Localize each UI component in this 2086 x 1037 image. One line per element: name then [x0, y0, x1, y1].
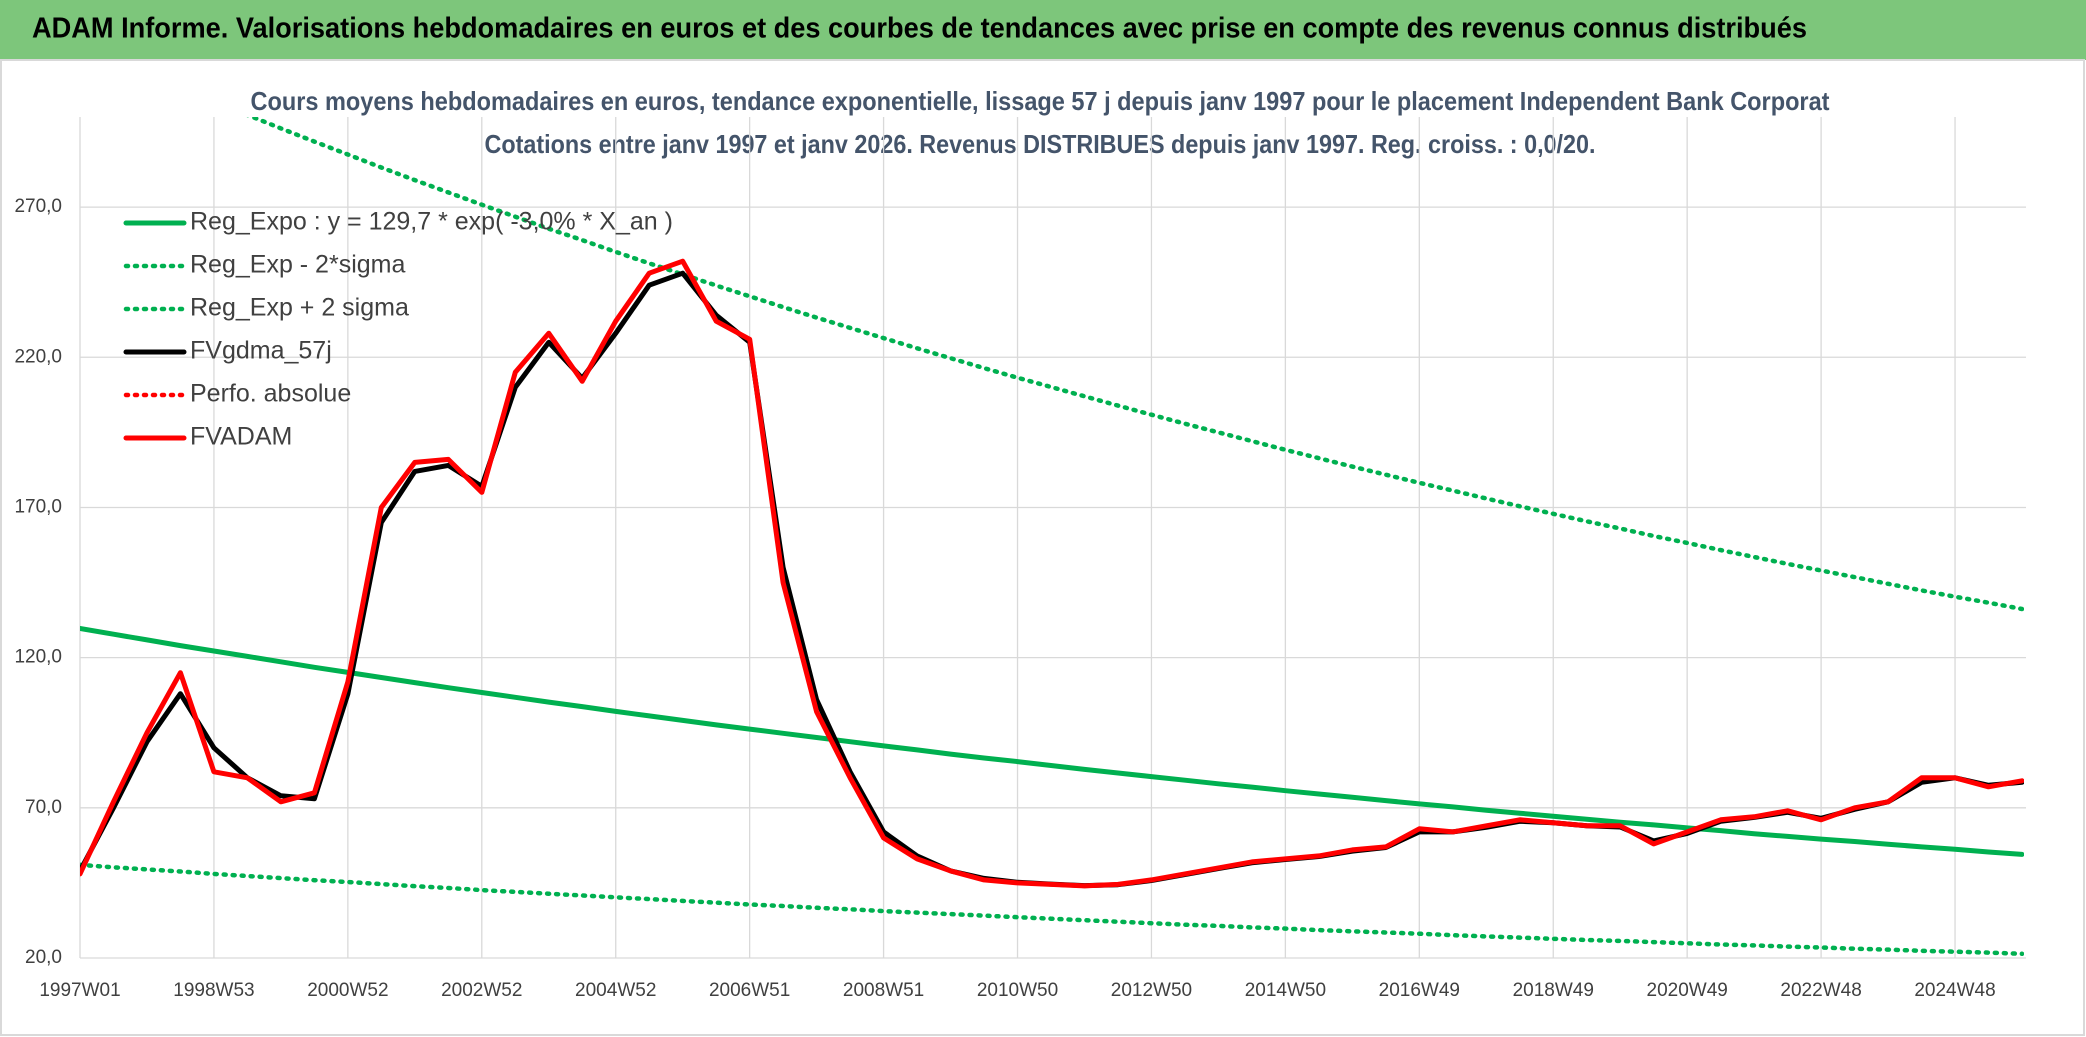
x-tick-label: 2002W52	[441, 980, 522, 1001]
legend-label: FVgdma_57j	[190, 337, 332, 365]
x-tick-label: 1998W53	[173, 980, 254, 1001]
legend-label: Reg_Exp - 2*sigma	[190, 251, 405, 279]
x-tick-label: 2008W51	[843, 980, 924, 1001]
series-line	[80, 258, 2024, 889]
chart-frame	[0, 59, 2085, 1036]
legend: Reg_Expo : y = 129,7 * exp( -3,0% * X_an…	[123, 208, 673, 451]
x-tick-label: 2012W50	[1111, 980, 1192, 1001]
x-tick-label: 2022W48	[1780, 980, 1861, 1001]
y-tick-label: 20,0	[25, 947, 62, 968]
x-tick-label: 2004W52	[575, 980, 656, 1001]
y-tick-label: 220,0	[14, 346, 62, 367]
plot-lines	[80, 117, 2024, 957]
header-bar	[0, 0, 2086, 60]
legend-label: Reg_Exp + 2 sigma	[190, 294, 409, 322]
x-tick-label: 2024W48	[1914, 980, 1995, 1001]
y-tick-label: 270,0	[14, 196, 62, 217]
series-line	[80, 862, 2024, 957]
x-tick-label: 2020W49	[1647, 980, 1728, 1001]
x-tick-label: 2000W52	[307, 980, 388, 1001]
x-tick-label: 2006W51	[709, 980, 790, 1001]
y-tick-label: 170,0	[14, 496, 62, 517]
y-tick-label: 120,0	[14, 647, 62, 668]
grid: 20,0 70,0 120,0 170,0 220,0 270,0 1997W01 1998W…	[14, 117, 2026, 1001]
x-tick-label: 2018W49	[1513, 980, 1594, 1001]
x-tick-label: 2014W50	[1245, 980, 1326, 1001]
legend-label: FVADAM	[190, 423, 292, 451]
chart-title: Cours moyens hebdomadaires en euros, ten…	[251, 86, 1830, 116]
header-title: ADAM Informe. Valorisations hebdomadaire…	[32, 13, 1807, 45]
legend-label: Reg_Expo : y = 129,7 * exp( -3,0% * X_an…	[190, 208, 673, 236]
x-tick-label: 1997W01	[39, 980, 120, 1001]
x-tick-label: 2010W50	[977, 980, 1058, 1001]
series-line	[246, 117, 2024, 612]
y-tick-label: 70,0	[25, 797, 62, 818]
chart-subtitle: Cotations entre janv 1997 et janv 2026. …	[485, 129, 1596, 159]
x-tick-label: 2016W49	[1379, 980, 1460, 1001]
legend-label: Perfo. absolue	[190, 380, 351, 408]
